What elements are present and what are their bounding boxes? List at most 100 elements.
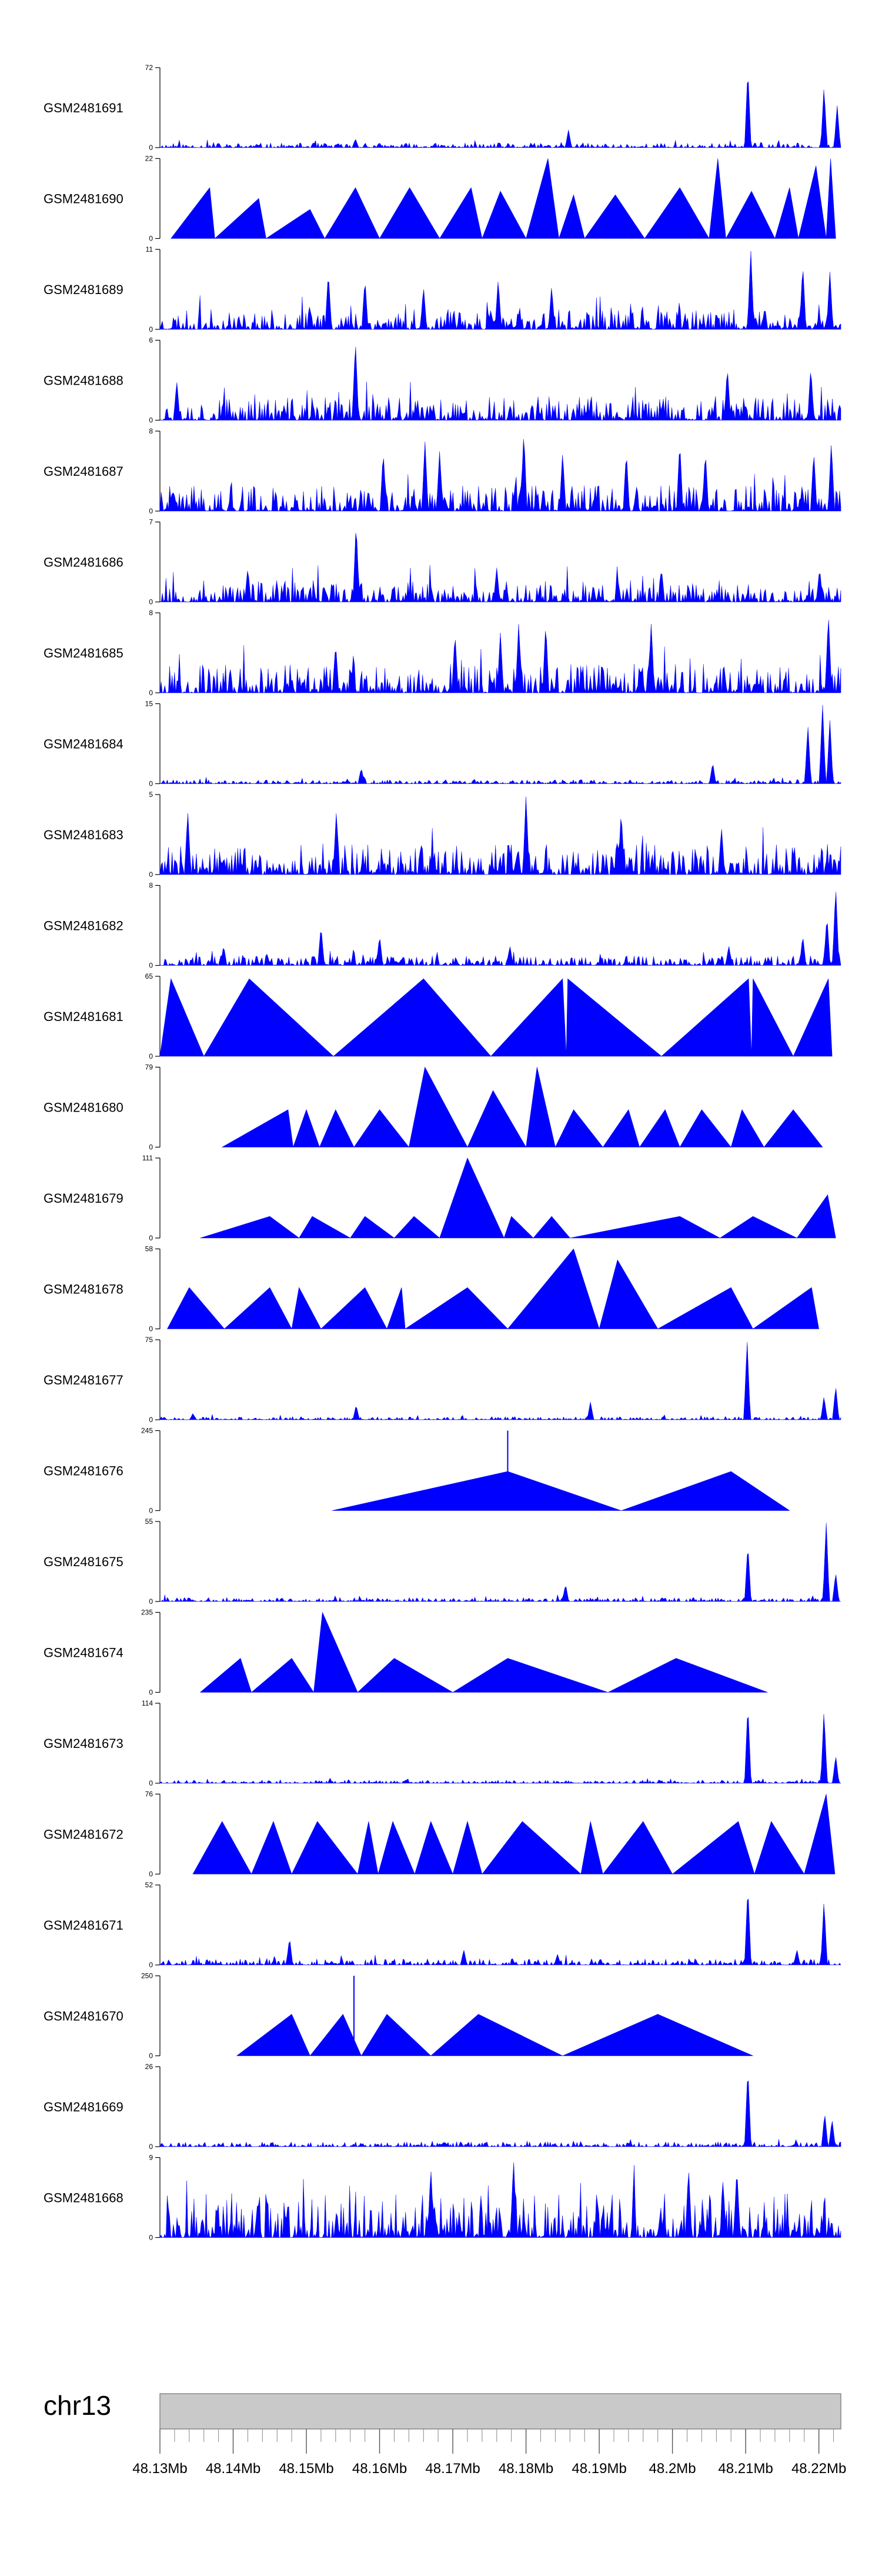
track-GSM2481674: GSM2481674 235 0 xyxy=(44,1609,768,1697)
track-GSM2481679: GSM2481679 111 0 xyxy=(44,1154,836,1242)
track-GSM2481684: GSM2481684 15 0 xyxy=(44,700,841,788)
coverage-peak xyxy=(236,2014,310,2056)
track-label: GSM2481681 xyxy=(44,1009,123,1024)
coverage-peak xyxy=(313,1611,358,1693)
coverage-area xyxy=(159,705,841,785)
coverage-area xyxy=(159,439,841,512)
track-label: GSM2481685 xyxy=(44,646,123,660)
coverage-peak xyxy=(607,1658,768,1693)
track-label: GSM2481686 xyxy=(44,555,123,570)
y-axis-min-label: 0 xyxy=(149,1597,153,1606)
coverage-peak xyxy=(657,1287,754,1329)
coverage-peak xyxy=(309,2014,362,2056)
y-axis-max-label: 75 xyxy=(145,1336,153,1344)
coverage-peak xyxy=(490,978,567,1057)
track-GSM2481687: GSM2481687 8 0 xyxy=(44,427,841,515)
track-label: GSM2481682 xyxy=(44,919,123,933)
y-axis-max-label: 72 xyxy=(145,64,153,72)
y-axis-min-label: 0 xyxy=(149,1143,153,1152)
track-label: GSM2481687 xyxy=(44,464,123,479)
coverage-peak xyxy=(554,1109,603,1147)
y-axis-min-label: 0 xyxy=(149,507,153,515)
track-GSM2481678: GSM2481678 58 0 xyxy=(44,1245,819,1333)
coverage-peak xyxy=(602,1821,673,1874)
coverage-peak xyxy=(250,1658,315,1693)
y-axis-max-label: 5 xyxy=(149,790,153,799)
y-axis-max-label: 15 xyxy=(145,700,153,708)
y-axis-max-label: 26 xyxy=(145,2063,153,2071)
coverage-peak xyxy=(293,1109,320,1147)
y-axis-min-label: 0 xyxy=(149,1779,153,1787)
axis-tick-label: 48.2Mb xyxy=(649,2461,696,2477)
track-GSM2481672: GSM2481672 76 0 xyxy=(44,1790,836,1878)
y-axis-max-label: 8 xyxy=(149,882,153,890)
coverage-peak xyxy=(223,1287,292,1329)
y-axis-min-label: 0 xyxy=(149,1052,153,1060)
track-GSM2481686: GSM2481686 7 0 xyxy=(44,518,841,606)
coverage-peak xyxy=(379,187,440,239)
coverage-peak xyxy=(533,1216,570,1239)
coverage-peak xyxy=(203,978,334,1057)
coverage-peak xyxy=(584,194,645,239)
axis-tick-label: 48.21Mb xyxy=(718,2461,773,2477)
axis-tick-label: 48.15Mb xyxy=(279,2461,333,2477)
coverage-peak xyxy=(333,978,492,1057)
tracks-group: GSM2481691720GSM2481690220GSM2481689110G… xyxy=(44,64,841,2242)
track-label: GSM2481670 xyxy=(44,2009,123,2024)
y-axis-max-label: 235 xyxy=(141,1609,153,1617)
coverage-peak xyxy=(507,1248,600,1329)
track-GSM2481681: GSM2481681 65 0 xyxy=(44,972,833,1060)
y-axis-min-label: 0 xyxy=(149,1325,153,1333)
coverage-peak xyxy=(214,198,266,239)
y-axis-min-label: 0 xyxy=(149,689,153,697)
y-axis-min-label: 0 xyxy=(149,1689,153,1697)
y-axis-min-label: 0 xyxy=(149,598,153,606)
track-GSM2481670: GSM2481670 250 0 xyxy=(44,1972,753,2060)
coverage-area xyxy=(159,892,841,966)
y-axis-max-label: 8 xyxy=(149,609,153,617)
coverage-peak xyxy=(452,1658,609,1693)
coverage-area xyxy=(159,81,841,148)
coverage-peak xyxy=(357,1658,454,1693)
axis-tick-label: 48.18Mb xyxy=(499,2461,553,2477)
coverage-peak xyxy=(752,1287,819,1329)
track-GSM2481691: GSM2481691 72 0 xyxy=(44,64,841,152)
coverage-peak xyxy=(526,1067,556,1147)
coverage-peak xyxy=(621,1471,790,1511)
coverage-peak xyxy=(798,165,827,239)
coverage-area xyxy=(159,346,841,421)
coverage-peak xyxy=(393,1216,440,1239)
coverage-peak xyxy=(754,1821,805,1874)
coverage-peak xyxy=(452,1820,483,1874)
track-GSM2481690: GSM2481690 22 0 xyxy=(44,155,836,243)
y-axis-min-label: 0 xyxy=(149,1234,153,1242)
y-axis-max-label: 79 xyxy=(145,1063,153,1072)
track-label: GSM2481668 xyxy=(44,2191,123,2205)
track-label: GSM2481675 xyxy=(44,1554,123,1569)
track-GSM2481688: GSM2481688 6 0 xyxy=(44,336,841,425)
coverage-peak xyxy=(299,1216,351,1239)
track-GSM2481669: GSM2481669 26 0 xyxy=(44,2063,841,2151)
coverage-peak xyxy=(503,1216,534,1239)
coverage-area xyxy=(159,533,841,603)
track-GSM2481671: GSM2481671 52 0 xyxy=(44,1881,841,1969)
coverage-peak xyxy=(353,1109,410,1147)
coverage-peak xyxy=(774,187,799,239)
coverage-peak xyxy=(409,1066,468,1147)
y-axis-min-label: 0 xyxy=(149,1507,153,1515)
coverage-area xyxy=(159,2080,841,2147)
coverage-peak xyxy=(639,1109,680,1147)
track-label: GSM2481674 xyxy=(44,1646,123,1660)
y-axis-min-label: 0 xyxy=(149,780,153,788)
coverage-peak xyxy=(467,1090,527,1147)
coverage-area xyxy=(159,1523,841,1602)
track-label: GSM2481676 xyxy=(44,1464,123,1479)
coverage-area xyxy=(159,2162,841,2238)
track-GSM2481689: GSM2481689 11 0 xyxy=(44,245,841,333)
y-axis-max-label: 11 xyxy=(146,245,153,253)
y-axis-max-label: 58 xyxy=(145,1245,153,1253)
track-GSM2481683: GSM2481683 5 0 xyxy=(44,790,841,879)
coverage-peak xyxy=(671,1821,755,1874)
coverage-peak xyxy=(644,187,710,239)
coverage-peak xyxy=(324,187,380,239)
